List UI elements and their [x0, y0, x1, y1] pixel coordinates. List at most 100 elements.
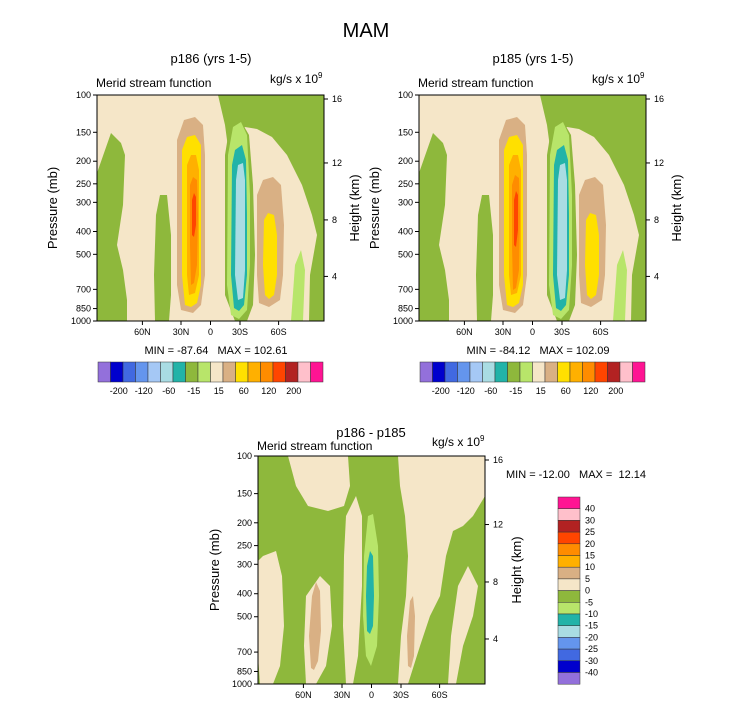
colorbar-label: -200 [432, 386, 450, 396]
colorbar-label: 60 [561, 386, 571, 396]
pressure-tick-label: 150 [76, 127, 91, 137]
colorbar-label: 10 [585, 562, 595, 572]
green-strip [613, 250, 627, 321]
pressure-tick-label: 250 [398, 179, 413, 189]
colorbar-label: -30 [585, 656, 598, 666]
colorbar-label: 20 [585, 539, 595, 549]
contour-plot [419, 95, 646, 321]
colorbar-label: 200 [608, 386, 623, 396]
pressure-tick-label: 400 [398, 227, 413, 237]
colorbar-label: 15 [214, 386, 224, 396]
lat-axis: 60N 30N 0 30S 60S [295, 684, 448, 700]
height-tick-label: 16 [654, 94, 664, 104]
lat-axis: 60N 30N 0 30S 60S [456, 321, 609, 337]
colorbar-cell [135, 361, 149, 383]
lat-tick-label: 30N [495, 327, 512, 337]
colorbar-label: 15 [585, 551, 595, 561]
colorbar-label: -5 [585, 597, 593, 607]
colorbar-cell [582, 361, 596, 383]
pressure-tick-label: 1000 [71, 316, 91, 326]
colorbar-cell [97, 361, 111, 383]
panel-diff: p186 - p185 Merid stream function kg/s x… [207, 425, 646, 700]
height-tick-label: 16 [493, 455, 503, 465]
teal-cell [366, 551, 374, 634]
colorbar-cell [507, 361, 521, 383]
colorbar-cell [122, 361, 136, 383]
colorbar-label: -15 [187, 386, 200, 396]
colorbar-cell [285, 361, 299, 383]
colorbar-cell [172, 361, 186, 383]
panel-title: p186 - p185 [336, 425, 405, 440]
red-core-nh [192, 193, 196, 237]
colorbar-label: -15 [509, 386, 522, 396]
colorbar-cell [557, 531, 581, 545]
lat-tick-label: 60S [593, 327, 609, 337]
left-label: Merid stream function [257, 439, 372, 453]
pressure-tick-label: 500 [76, 249, 91, 259]
colorbar-label: 60 [239, 386, 249, 396]
colorbar-cell [569, 361, 583, 383]
colorbar-label: 25 [585, 527, 595, 537]
beige-region-left [258, 551, 284, 684]
height-tick-label: 12 [493, 520, 503, 530]
colorbar-label: -60 [162, 386, 175, 396]
lat-tick-label: 30S [232, 327, 248, 337]
beige-strip-far [448, 566, 478, 684]
tan-cell-left [309, 582, 321, 670]
lat-tick-label: 30S [554, 327, 570, 337]
lat-tick-label: 60N [134, 327, 151, 337]
colorbar-label: 30 [585, 515, 595, 525]
pressure-tick-label: 400 [76, 227, 91, 237]
colorbar-cell [235, 361, 249, 383]
pressure-tick-label: 400 [237, 589, 252, 599]
lightblue-core [557, 163, 567, 300]
colorbar-cell [557, 613, 581, 626]
colorbar-cell [310, 361, 324, 383]
colorbar-cell [557, 508, 581, 521]
y-label: Pressure (mb) [367, 167, 382, 249]
colorbar-label: -120 [457, 386, 475, 396]
lat-tick-label: 0 [369, 690, 374, 700]
pressure-tick-label: 200 [398, 156, 413, 166]
pressure-tick-label: 200 [76, 156, 91, 166]
pressure-tick-label: 250 [76, 179, 91, 189]
colorbar-cell [557, 543, 581, 556]
colorbar-label: -10 [585, 609, 598, 619]
colorbar-cell [557, 566, 581, 580]
pressure-tick-label: 250 [237, 541, 252, 551]
contour-plot [258, 456, 485, 684]
green-region-mid [476, 195, 493, 321]
height-tick-label: 8 [654, 215, 659, 225]
red-core-nh [514, 191, 518, 247]
stats-text: MIN = -12.00 MAX = 12.14 [506, 469, 646, 481]
colorbar-cell [557, 602, 581, 615]
colorbar-cell [632, 361, 646, 383]
y-label-right: Height (km) [347, 174, 362, 241]
pressure-tick-label: 1000 [232, 679, 252, 689]
pressure-tick-label: 200 [237, 518, 252, 528]
colorbar-cell [110, 361, 124, 383]
yellow-cell-sh [263, 213, 277, 299]
height-tick-label: 8 [332, 215, 337, 225]
pressure-tick-label: 700 [237, 647, 252, 657]
panel-p186: p186 (yrs 1-5) Merid stream function kg/… [45, 51, 362, 357]
lat-tick-label: 60S [432, 690, 448, 700]
colorbar-cell [222, 361, 236, 383]
colorbar-cell [557, 578, 581, 591]
lat-tick-label: 0 [530, 327, 535, 337]
green-region-right [218, 95, 324, 321]
beige-region-right [398, 456, 485, 684]
y-label: Pressure (mb) [207, 529, 222, 611]
colorbar-cell [607, 361, 621, 383]
height-axis: 16 12 8 4 [324, 94, 342, 281]
colorbar-label: -15 [585, 621, 598, 631]
green-region-right [540, 95, 646, 321]
pressure-tick-label: 700 [398, 284, 413, 294]
pressure-tick-label: 850 [398, 304, 413, 314]
colorbar-cell [247, 361, 261, 383]
colorbar-cell [557, 660, 581, 673]
colorbar-label: 200 [286, 386, 301, 396]
height-tick-label: 8 [493, 577, 498, 587]
